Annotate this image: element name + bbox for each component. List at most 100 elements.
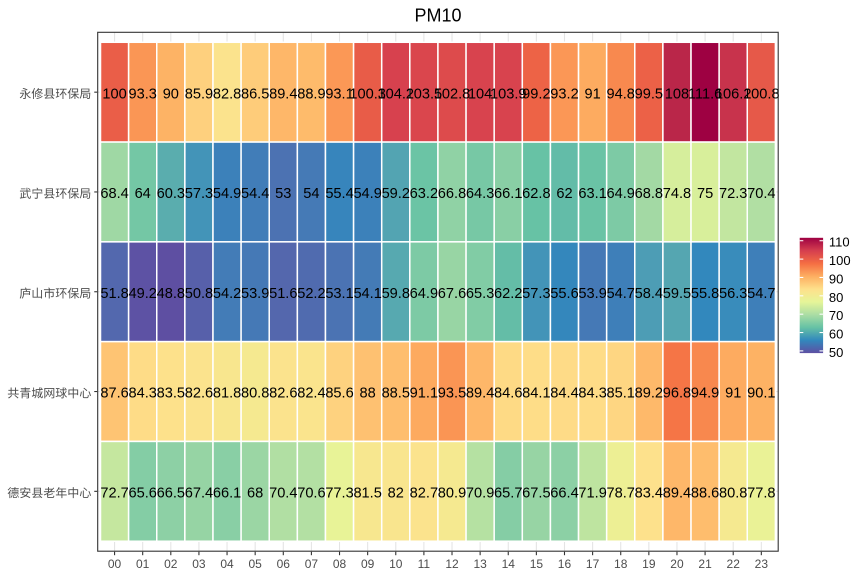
- svg-text:07: 07: [305, 557, 319, 571]
- svg-text:84.3: 84.3: [578, 386, 606, 402]
- svg-text:53: 53: [275, 186, 291, 202]
- svg-text:111.6: 111.6: [688, 86, 722, 102]
- svg-text:74.8: 74.8: [663, 186, 691, 202]
- svg-text:08: 08: [333, 557, 347, 571]
- svg-text:71.9: 71.9: [578, 486, 606, 502]
- svg-text:100: 100: [102, 86, 126, 102]
- svg-text:83.4: 83.4: [635, 486, 663, 502]
- svg-text:54: 54: [303, 186, 319, 202]
- svg-text:80.8: 80.8: [241, 386, 269, 402]
- svg-text:55.8: 55.8: [691, 286, 719, 302]
- svg-text:17: 17: [586, 557, 600, 571]
- svg-text:68.4: 68.4: [100, 186, 128, 202]
- svg-text:48.8: 48.8: [157, 286, 185, 302]
- svg-text:88.6: 88.6: [691, 486, 719, 502]
- svg-text:09: 09: [361, 557, 375, 571]
- svg-text:14: 14: [502, 557, 516, 571]
- svg-text:18: 18: [614, 557, 628, 571]
- svg-text:84.4: 84.4: [550, 386, 578, 402]
- svg-text:PM10: PM10: [414, 6, 461, 26]
- svg-text:80.9: 80.9: [438, 486, 466, 502]
- svg-text:91: 91: [584, 86, 600, 102]
- svg-text:100.3: 100.3: [349, 86, 386, 102]
- svg-text:64: 64: [135, 186, 151, 202]
- svg-text:04: 04: [220, 557, 234, 571]
- svg-text:82.7: 82.7: [410, 486, 438, 502]
- svg-text:63.1: 63.1: [578, 186, 606, 202]
- svg-text:81.5: 81.5: [353, 486, 381, 502]
- svg-text:12: 12: [445, 557, 459, 571]
- svg-text:57.3: 57.3: [522, 286, 550, 302]
- svg-text:99.2: 99.2: [522, 86, 550, 102]
- svg-text:82.4: 82.4: [297, 386, 325, 402]
- svg-text:85.1: 85.1: [607, 386, 635, 402]
- svg-text:88.9: 88.9: [297, 86, 325, 102]
- svg-text:93.1: 93.1: [325, 86, 353, 102]
- svg-text:10: 10: [389, 557, 403, 571]
- svg-text:67.4: 67.4: [185, 486, 213, 502]
- svg-text:53.9: 53.9: [241, 286, 269, 302]
- svg-text:110: 110: [829, 235, 850, 250]
- svg-text:55.4: 55.4: [325, 186, 353, 202]
- svg-text:66.4: 66.4: [550, 486, 578, 502]
- svg-text:80.8: 80.8: [719, 486, 747, 502]
- svg-text:84.3: 84.3: [128, 386, 156, 402]
- svg-text:66.1: 66.1: [213, 486, 241, 502]
- svg-text:87.6: 87.6: [100, 386, 128, 402]
- svg-text:65.3: 65.3: [466, 286, 494, 302]
- svg-text:06: 06: [277, 557, 291, 571]
- svg-text:82: 82: [388, 486, 404, 502]
- svg-text:72.3: 72.3: [719, 186, 747, 202]
- svg-text:103.5: 103.5: [406, 86, 443, 102]
- svg-text:16: 16: [558, 557, 572, 571]
- svg-text:91.1: 91.1: [410, 386, 438, 402]
- svg-text:82.6: 82.6: [185, 386, 213, 402]
- svg-text:56.3: 56.3: [719, 286, 747, 302]
- svg-text:65.7: 65.7: [494, 486, 522, 502]
- svg-text:77.8: 77.8: [747, 486, 775, 502]
- svg-text:90: 90: [163, 86, 179, 102]
- svg-text:66.8: 66.8: [438, 186, 466, 202]
- svg-text:88.5: 88.5: [382, 386, 410, 402]
- svg-text:89.4: 89.4: [466, 386, 494, 402]
- svg-text:65.6: 65.6: [128, 486, 156, 502]
- svg-text:75: 75: [697, 186, 713, 202]
- svg-text:19: 19: [642, 557, 656, 571]
- svg-text:85.9: 85.9: [185, 86, 213, 102]
- svg-text:64.9: 64.9: [410, 286, 438, 302]
- svg-text:88: 88: [360, 386, 376, 402]
- svg-text:78.7: 78.7: [607, 486, 635, 502]
- svg-text:70.9: 70.9: [466, 486, 494, 502]
- svg-text:94.8: 94.8: [607, 86, 635, 102]
- svg-text:89.2: 89.2: [635, 386, 663, 402]
- svg-text:58.4: 58.4: [635, 286, 663, 302]
- svg-text:60.3: 60.3: [157, 186, 185, 202]
- svg-text:81.8: 81.8: [213, 386, 241, 402]
- svg-text:70.4: 70.4: [269, 486, 297, 502]
- svg-text:70.6: 70.6: [297, 486, 325, 502]
- svg-text:62.8: 62.8: [522, 186, 550, 202]
- svg-text:104.2: 104.2: [378, 86, 415, 102]
- svg-text:72.7: 72.7: [100, 486, 128, 502]
- svg-text:54.9: 54.9: [213, 186, 241, 202]
- svg-text:104: 104: [468, 86, 492, 102]
- svg-text:51.8: 51.8: [100, 286, 128, 302]
- svg-text:77.3: 77.3: [325, 486, 353, 502]
- svg-text:84.1: 84.1: [522, 386, 550, 402]
- svg-text:54.1: 54.1: [353, 286, 381, 302]
- svg-text:86.5: 86.5: [241, 86, 269, 102]
- svg-text:100: 100: [829, 253, 851, 268]
- svg-text:62: 62: [556, 186, 572, 202]
- svg-text:50: 50: [829, 345, 843, 360]
- svg-text:05: 05: [248, 557, 262, 571]
- svg-text:70: 70: [829, 308, 843, 323]
- svg-text:70.4: 70.4: [747, 186, 775, 202]
- svg-text:20: 20: [670, 557, 684, 571]
- svg-text:83.5: 83.5: [157, 386, 185, 402]
- svg-text:62.2: 62.2: [494, 286, 522, 302]
- svg-text:22: 22: [727, 557, 741, 571]
- svg-text:93.5: 93.5: [438, 386, 466, 402]
- svg-text:00: 00: [108, 557, 122, 571]
- svg-text:50.8: 50.8: [185, 286, 213, 302]
- svg-text:23: 23: [755, 557, 769, 571]
